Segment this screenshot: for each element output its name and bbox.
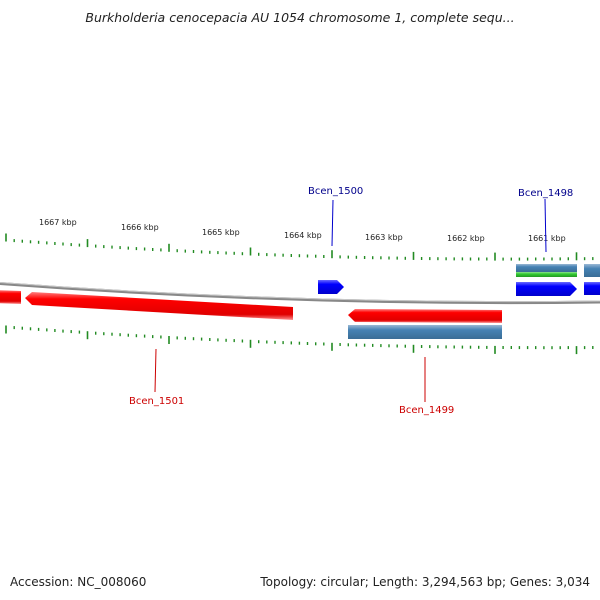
cds-feature-bcen-1499[interactable] [348, 325, 502, 339]
rna-feature-bcen-1498[interactable] [516, 272, 577, 277]
gene-label-bcen-1501[interactable]: Bcen_1501 [129, 396, 184, 407]
gene-feature-right-edge[interactable] [584, 282, 600, 295]
chromosome-backbone [0, 282, 600, 305]
kbp-label: 1666 kbp [121, 223, 159, 232]
outer-tick-track [5, 233, 594, 261]
gene-label-bcen-1498[interactable]: Bcen_1498 [518, 188, 573, 199]
gene-label-bcen-1500[interactable]: Bcen_1500 [308, 186, 363, 197]
inner-tick-track [5, 325, 594, 355]
kbp-label: 1665 kbp [202, 228, 240, 237]
kbp-label: 1667 kbp [39, 218, 77, 227]
leader-line-bcen-1498 [544, 198, 547, 253]
kbp-label: 1661 kbp [528, 234, 566, 243]
gene-feature-bcen-1501[interactable] [25, 292, 293, 320]
gene-feature-left-edge[interactable] [0, 290, 21, 304]
kbp-label: 1662 kbp [447, 234, 485, 243]
accession-text: Accession: NC_008060 [10, 575, 147, 589]
chromosome-backbone-highlight [0, 282, 600, 303]
gene-feature-bcen-1498[interactable] [516, 282, 577, 296]
kbp-label: 1664 kbp [284, 231, 322, 240]
genome-summary-text: Topology: circular; Length: 3,294,563 bp… [260, 575, 590, 589]
cds-feature-right-edge[interactable] [584, 264, 600, 277]
gene-label-bcen-1499[interactable]: Bcen_1499 [399, 405, 454, 416]
kbp-label: 1663 kbp [365, 233, 403, 242]
leader-line-bcen-1500 [331, 199, 334, 247]
gene-feature-bcen-1499[interactable] [348, 309, 502, 323]
gene-feature-bcen-1500[interactable] [318, 280, 344, 294]
leader-line-bcen-1501 [154, 348, 157, 393]
cds-feature-bcen-1498[interactable] [516, 264, 577, 272]
map-title: Burkholderia cenocepacia AU 1054 chromos… [85, 10, 515, 25]
